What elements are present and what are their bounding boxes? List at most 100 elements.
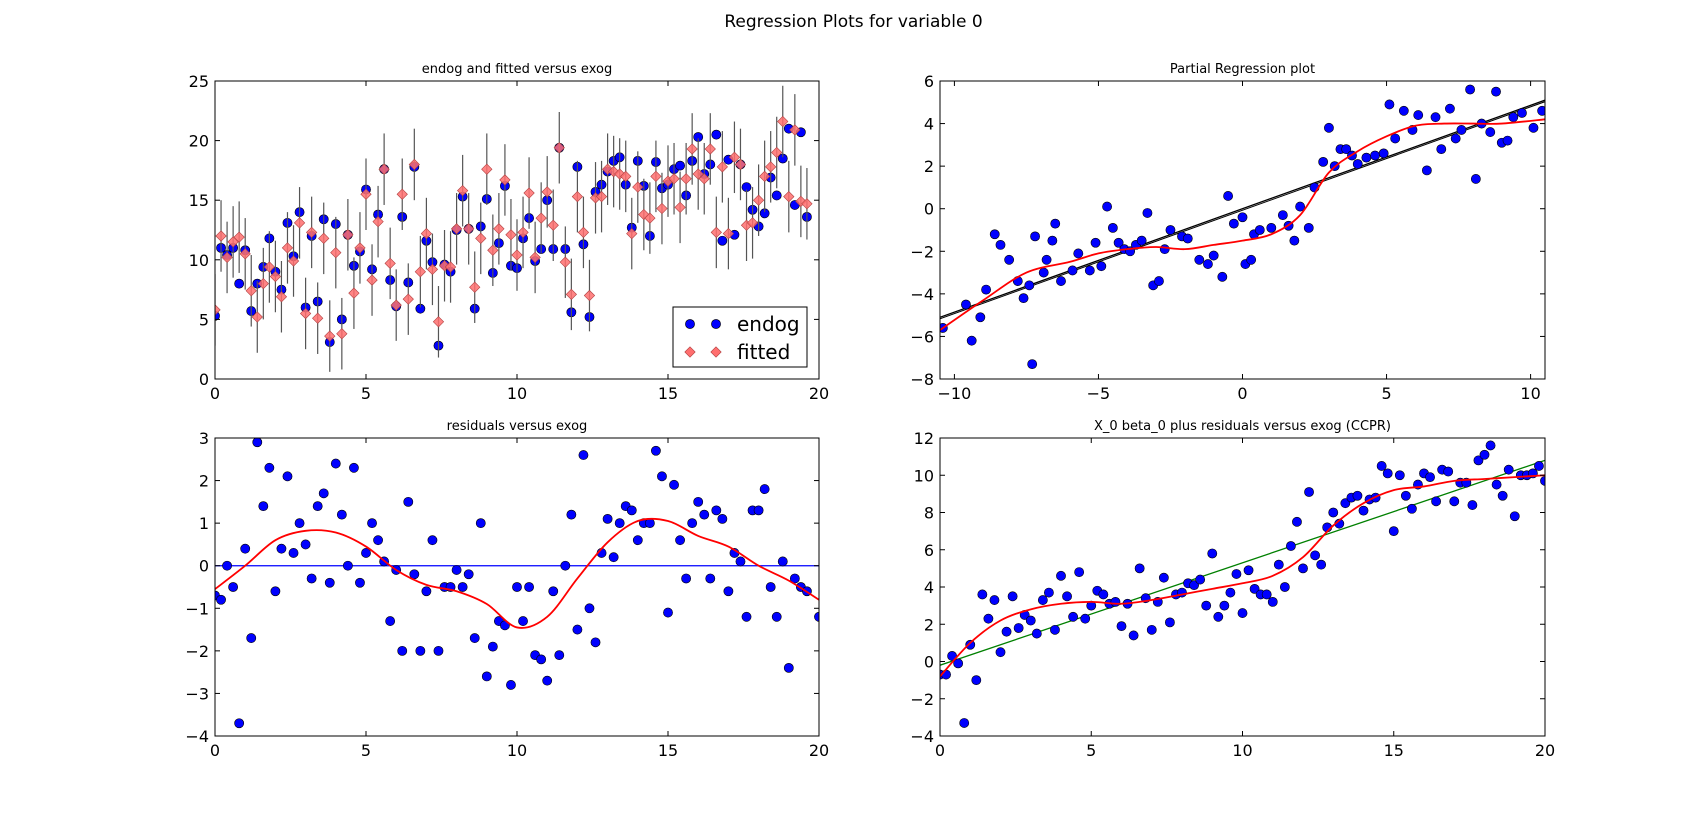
endog-point: [717, 235, 728, 246]
data-point: [1413, 110, 1424, 120]
data-point: [1038, 267, 1049, 278]
data-point: [1080, 613, 1091, 624]
data-point: [1485, 440, 1496, 451]
data-point: [1431, 496, 1441, 507]
fitted-point: [263, 261, 275, 273]
data-point: [1456, 125, 1467, 135]
data-point: [463, 569, 474, 580]
data-point: [409, 569, 420, 580]
data-point: [705, 573, 716, 584]
data-point: [1479, 449, 1490, 460]
data-point: [1073, 248, 1084, 259]
data-point: [300, 539, 311, 550]
data-point: [1249, 583, 1260, 594]
fit-line: [940, 459, 1545, 666]
data-point: [270, 586, 281, 597]
data-point: [1154, 276, 1164, 286]
subplot-title: X_0 beta_0 plus residuals versus exog (C…: [1094, 419, 1391, 434]
data-point: [1201, 600, 1212, 611]
data-point: [1084, 265, 1095, 276]
data-point: [753, 505, 764, 516]
data-point: [427, 535, 438, 546]
fitted-point: [650, 170, 662, 182]
subplot-3: residuals versus exog 0 5 10 15 20 −4 −3 −2 −1 0 1 2…: [185, 419, 829, 760]
data-point: [1159, 244, 1170, 255]
data-point: [481, 671, 492, 682]
data-point: [258, 501, 269, 512]
fitted-point: [511, 249, 523, 261]
data-point: [1116, 621, 1127, 632]
fitted-point: [408, 158, 420, 171]
data-point: [1310, 550, 1320, 561]
data-point: [276, 543, 287, 554]
data-point: [699, 509, 710, 520]
fitted-point: [366, 274, 378, 286]
fitted-point: [396, 188, 408, 200]
fitted-point: [281, 242, 294, 254]
fitted-point: [553, 142, 565, 154]
data-point: [759, 484, 770, 494]
x-tick-label: 5: [361, 741, 371, 760]
data-point: [349, 462, 359, 473]
data-point: [1267, 597, 1278, 607]
data-point: [1394, 470, 1405, 481]
fitted-point: [432, 316, 445, 328]
fitted-point: [372, 216, 384, 228]
data-point: [324, 577, 335, 588]
data-point: [981, 284, 991, 295]
y-tick-label: 6: [924, 541, 934, 560]
data-point: [1370, 150, 1380, 161]
data-point: [977, 589, 988, 600]
data-point: [783, 662, 794, 673]
data-point: [717, 513, 728, 524]
data-point: [1376, 461, 1387, 471]
data-point: [1382, 468, 1393, 479]
fitted-point: [336, 328, 348, 340]
fitted-point: [221, 251, 233, 264]
plot-area: [940, 84, 1545, 369]
fitted-point: [384, 257, 396, 270]
data-point: [771, 611, 782, 622]
fitted-point: [306, 226, 318, 239]
data-point: [1182, 233, 1193, 244]
lowess-curve: [940, 474, 1545, 678]
data-point: [1165, 617, 1175, 628]
subplot-2: Partial Regression plot −10 −5 0 5 10 −8 −6 −4 −2…: [910, 62, 1546, 403]
fitted-point: [728, 151, 741, 163]
data-point: [590, 637, 601, 648]
data-point: [1509, 511, 1520, 522]
data-point: [1096, 261, 1107, 272]
x-tick-label: 20: [809, 741, 829, 760]
y-tick-label: 0: [924, 653, 934, 672]
data-point: [216, 594, 226, 605]
endog-point: [711, 129, 722, 140]
data-point: [542, 675, 553, 686]
y-tick-label: 2: [924, 157, 934, 176]
fitted-point: [318, 232, 330, 244]
data-point: [1517, 108, 1527, 118]
data-point: [1266, 222, 1277, 233]
data-point: [941, 669, 951, 680]
data-point: [971, 675, 982, 686]
data-point: [961, 299, 971, 310]
fitted-point: [632, 181, 644, 193]
data-point: [1223, 191, 1233, 201]
data-point: [475, 518, 486, 529]
data-point: [1298, 563, 1308, 574]
y-tick-label: 8: [924, 504, 934, 523]
data-point: [1398, 105, 1409, 116]
data-point: [777, 556, 788, 567]
data-point: [1158, 572, 1169, 583]
data-point: [222, 560, 232, 571]
fitted-point: [481, 163, 493, 175]
data-point: [1217, 271, 1228, 282]
y-tick-label: 2: [924, 615, 934, 634]
data-point: [1189, 580, 1199, 591]
data-point: [1324, 122, 1334, 133]
x-tick-label: 20: [1535, 741, 1555, 760]
legend-marker: [710, 346, 722, 358]
data-point: [1361, 152, 1372, 163]
data-point: [1228, 218, 1239, 229]
x-tick-label: 5: [1086, 741, 1096, 760]
